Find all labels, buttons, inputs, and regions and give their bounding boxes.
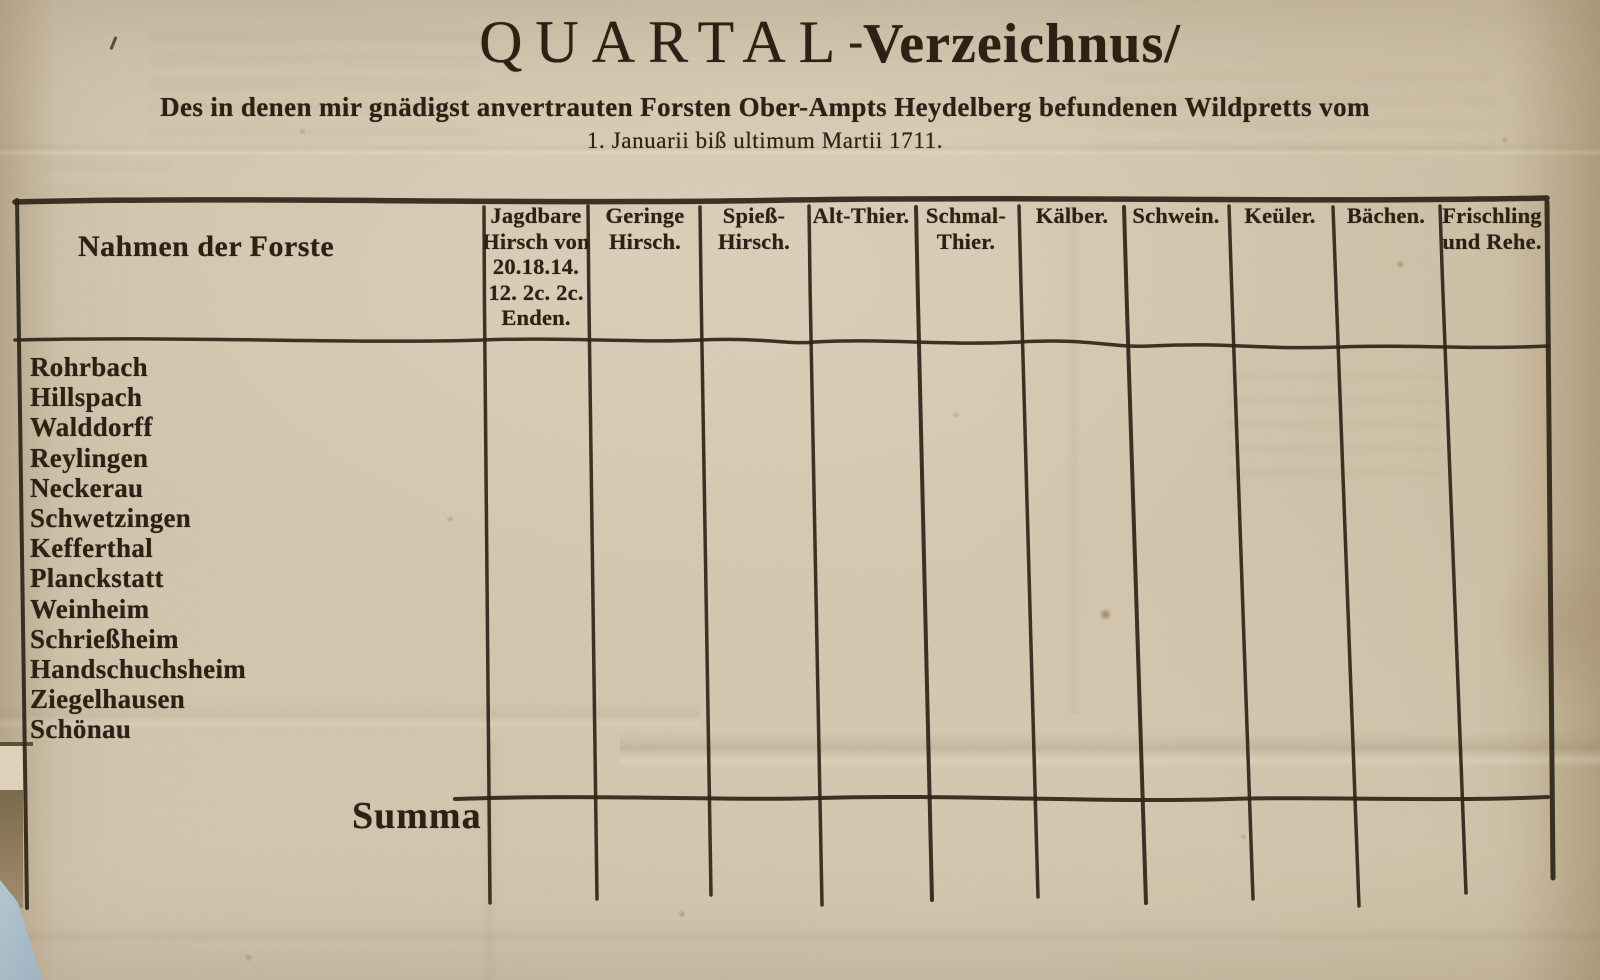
forest-name-neckerau: Neckerau bbox=[30, 472, 144, 503]
forest-name-walddorff: Walddorff bbox=[30, 412, 153, 443]
fold-crease bbox=[0, 928, 1600, 944]
forest-name-schoenau: Schönau bbox=[30, 714, 132, 745]
forest-name-kefferthal: Kefferthal bbox=[30, 533, 153, 564]
fold-crease bbox=[480, 740, 500, 980]
col-header-schwein: Schwein. bbox=[1132, 203, 1220, 228]
col-header-schmal-thier: Schmal- Thier. bbox=[925, 203, 1007, 254]
col-header-geringe-hirsch: Geringe Hirsch. bbox=[605, 203, 685, 254]
foxing-spot bbox=[1240, 833, 1247, 840]
page-title: QUARTAL-Verzeichnus/ bbox=[180, 8, 1480, 77]
forest-name-planckstatt: Planckstatt bbox=[30, 563, 164, 594]
foxing-spot bbox=[1396, 260, 1405, 269]
fold-crease bbox=[0, 700, 700, 730]
foxing-spot bbox=[678, 910, 686, 918]
summa-label: Summa bbox=[352, 795, 482, 837]
title-fraktur: Verzeichnus/ bbox=[862, 13, 1181, 75]
title-roman: QUARTAL bbox=[479, 9, 849, 75]
col-header-jagdbare-hirsch: Jagdbare Hirsch von 20.18.14. 12. 2c. 2c… bbox=[482, 203, 590, 330]
forest-name-rohrbach: Rohrbach bbox=[30, 352, 148, 382]
forest-name-hillspach: Hillspach bbox=[30, 382, 143, 413]
col-header-kaelber: Kälber. bbox=[1035, 203, 1109, 228]
title-separator: - bbox=[848, 17, 863, 66]
col-header-baechen: Bächen. bbox=[1346, 203, 1426, 228]
foxing-spot bbox=[1501, 136, 1509, 144]
foxing-spot bbox=[244, 953, 253, 962]
forest-name-reylingen: Reylingen bbox=[30, 442, 149, 473]
forest-name-handschuchsheim: Handschuchsheim bbox=[30, 654, 247, 685]
foxing-spot bbox=[1099, 608, 1112, 621]
col-header-frischling-und-rehe: Frischling und Rehe. bbox=[1442, 203, 1542, 254]
underlying-page-edge bbox=[0, 746, 27, 790]
forest-name-list: Rohrbach Hillspach Walddorff Reylingen N… bbox=[30, 352, 246, 745]
col-header-keuler: Keüler. bbox=[1244, 203, 1316, 228]
forest-name-ziegelhausen: Ziegelhausen bbox=[30, 684, 186, 715]
col-header-alt-thier: Alt-Thier. bbox=[812, 203, 910, 228]
forest-name-weinheim: Weinheim bbox=[30, 593, 150, 624]
col-header-spiess-hirsch: Spieß- Hirsch. bbox=[717, 203, 791, 254]
fold-crease bbox=[1066, 195, 1082, 715]
date-line: 1. Januarii biß ultimum Martii 1711. bbox=[586, 128, 944, 153]
foxing-spot bbox=[952, 411, 960, 419]
forest-name-schriessheim: Schrießheim bbox=[30, 623, 179, 654]
forest-name-schwetzingen: Schwetzingen bbox=[30, 503, 192, 534]
row-header-nahmen-der-forste: Nahmen der Forste bbox=[78, 230, 335, 263]
foxing-spot bbox=[446, 515, 454, 523]
fold-crease bbox=[620, 732, 1600, 768]
foxing-spot bbox=[299, 128, 306, 135]
subtitle: Des in denen mir gnädigst anvertrauten F… bbox=[160, 92, 1370, 122]
fold-crease bbox=[0, 142, 1600, 156]
